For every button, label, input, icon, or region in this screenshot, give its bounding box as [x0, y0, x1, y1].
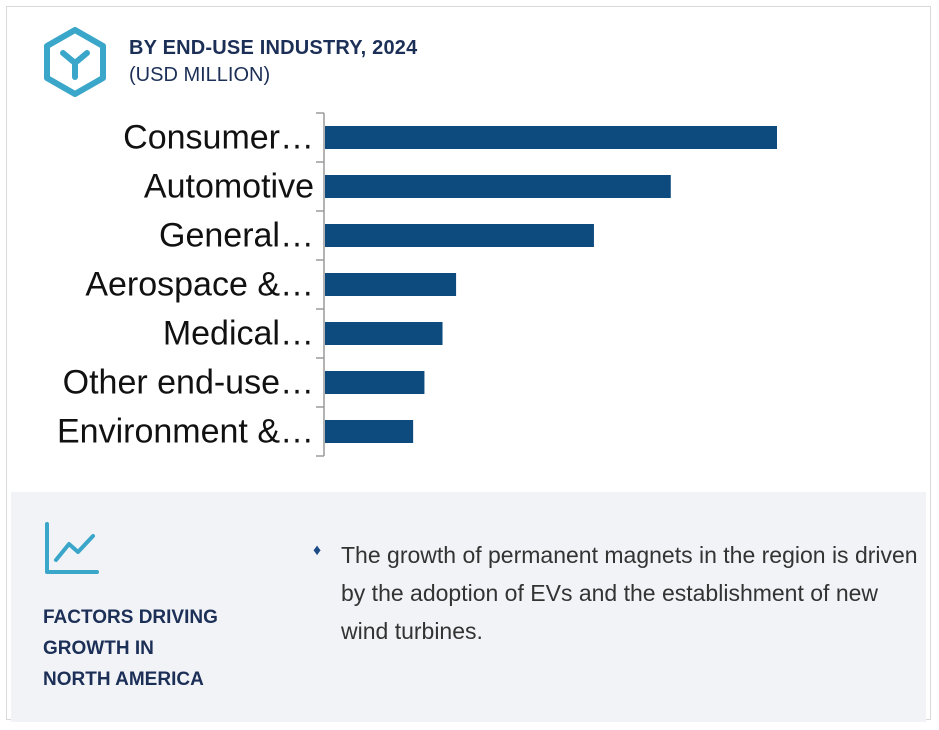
chart-card: BY END-USE INDUSTRY, 2024 (USD MILLION) …	[6, 6, 932, 722]
chart-subtitle: (USD MILLION)	[129, 64, 271, 86]
category-label: Consumer…	[123, 119, 314, 157]
bar	[325, 420, 414, 443]
category-label: Environment &…	[57, 413, 314, 451]
growth-driver-text: The growth of permanent magnets in the r…	[341, 542, 918, 644]
growth-factors-panel: FACTORS DRIVING GROWTH IN NORTH AMERICA …	[11, 492, 926, 722]
category-label: Aerospace &…	[85, 266, 314, 304]
category-label: Other end-use…	[63, 364, 314, 402]
trend-line-chart-icon	[45, 522, 99, 574]
category-label: General…	[159, 217, 314, 255]
factors-title: FACTORS DRIVING GROWTH IN NORTH AMERICA	[43, 602, 273, 695]
chart-title: BY END-USE INDUSTRY, 2024	[129, 37, 418, 59]
category-label: Automotive	[144, 168, 314, 206]
bar	[325, 322, 443, 345]
factors-title-line: NORTH AMERICA	[43, 669, 204, 690]
bar	[325, 224, 594, 247]
bar	[325, 371, 425, 394]
hexagon-y-logo-icon	[44, 27, 106, 97]
category-label: Medical…	[163, 315, 314, 353]
bar	[325, 175, 671, 198]
bar-chart: Consumer… Automotive General… Aerospace &… M…	[7, 107, 932, 467]
diamond-bullet-icon: ♦	[313, 542, 322, 559]
factors-title-line: GROWTH IN	[43, 638, 154, 659]
factors-title-line: FACTORS DRIVING	[43, 607, 218, 628]
bar	[325, 126, 777, 149]
bar	[325, 273, 457, 296]
bar-chart-svg: Consumer… Automotive General… Aerospace &… M…	[57, 112, 777, 457]
